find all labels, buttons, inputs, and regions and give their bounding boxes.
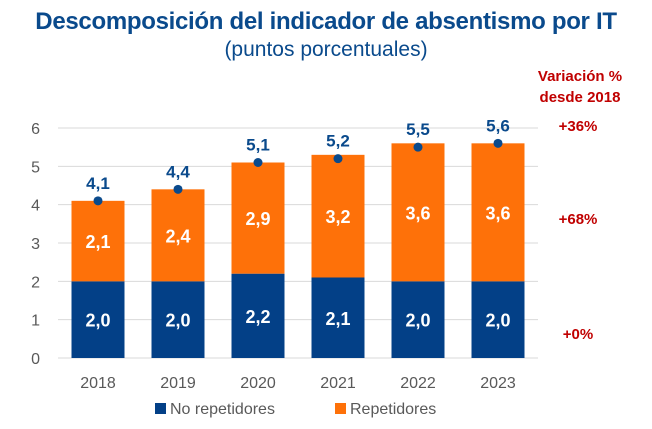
bar-value-label: 2,0	[165, 311, 190, 331]
total-marker	[173, 184, 183, 194]
total-label: 5,2	[326, 132, 350, 151]
legend-label: No repetidores	[170, 401, 275, 418]
bar-value-label: 3,6	[405, 203, 430, 223]
bar-value-label: 2,1	[85, 232, 110, 252]
bar-repetidores	[71, 200, 125, 282]
total-marker	[493, 138, 503, 148]
bar-value-label: 2,9	[245, 209, 270, 229]
legend-label: Repetidores	[350, 401, 436, 418]
x-tick-label: 2023	[480, 375, 516, 392]
bar-value-label: 3,6	[485, 203, 510, 223]
bar-repetidores	[471, 143, 525, 282]
bar-no-repetidores	[391, 281, 445, 358]
x-tick-label: 2019	[160, 375, 196, 392]
bar-repetidores	[391, 143, 445, 282]
bar-no-repetidores	[231, 273, 285, 358]
variation-total: +36%	[558, 118, 598, 135]
x-tick-label: 2022	[400, 375, 436, 392]
x-tick-label: 2018	[80, 375, 116, 392]
bar-repetidores	[311, 154, 365, 278]
total-marker	[413, 142, 423, 152]
y-tick-label: 4	[31, 198, 40, 215]
legend-swatch	[155, 403, 166, 414]
bar-no-repetidores	[471, 281, 525, 358]
y-tick-label: 5	[31, 159, 40, 176]
variation-repetidores: +68%	[558, 211, 598, 228]
total-label: 5,5	[406, 120, 430, 139]
y-tick-label: 2	[31, 274, 40, 291]
bar-value-label: 2,2	[245, 307, 270, 327]
total-label: 5,6	[486, 116, 510, 135]
bar-repetidores	[231, 162, 285, 274]
y-tick-label: 1	[31, 313, 40, 330]
bar-value-label: 2,4	[165, 226, 190, 246]
y-tick-label: 6	[31, 121, 40, 138]
bar-repetidores	[151, 189, 205, 282]
variation-header: Variación % desde 2018	[520, 66, 640, 108]
bar-no-repetidores	[151, 281, 205, 358]
bar-value-label: 2,0	[485, 311, 510, 331]
bar-value-label: 2,1	[325, 309, 350, 329]
x-tick-label: 2021	[320, 375, 356, 392]
bar-value-label: 3,2	[325, 207, 350, 227]
chart-subtitle: (puntos porcentuales)	[224, 38, 428, 61]
x-tick-label: 2020	[240, 375, 276, 392]
y-tick-label: 0	[31, 351, 40, 368]
total-label: 4,4	[166, 162, 190, 181]
total-label: 4,1	[86, 174, 110, 193]
total-marker	[333, 154, 343, 164]
total-marker	[93, 196, 103, 206]
bar-no-repetidores	[311, 277, 365, 358]
total-label: 5,1	[246, 136, 270, 155]
variation-no-repetidores: +0%	[562, 326, 594, 343]
chart-title: Descomposición del indicador de absentis…	[35, 8, 617, 35]
y-tick-label: 3	[31, 236, 40, 253]
legend-swatch	[335, 403, 346, 414]
bar-value-label: 2,0	[85, 311, 110, 331]
variation-header-line1: Variación %	[537, 68, 623, 85]
bar-value-label: 2,0	[405, 311, 430, 331]
variation-header-line2: desde 2018	[539, 89, 621, 106]
bar-no-repetidores	[71, 281, 125, 358]
total-marker	[253, 158, 263, 167]
